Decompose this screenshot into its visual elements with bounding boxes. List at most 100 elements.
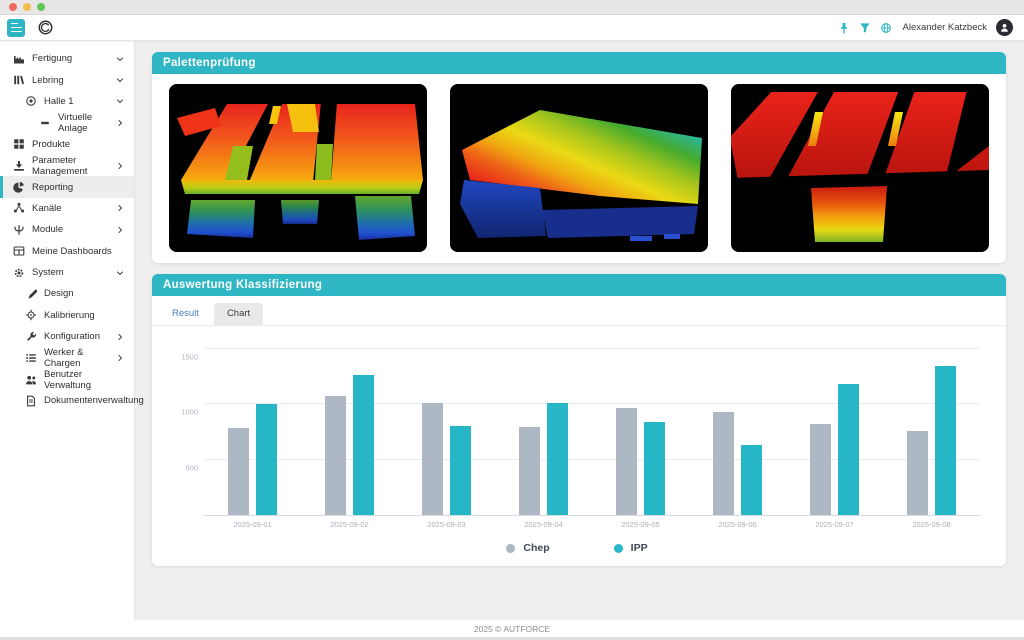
- app-footer: 2025 © AUTFORCE: [0, 620, 1024, 640]
- x-tick-label: 2025-09-08: [912, 520, 951, 529]
- tab-chart[interactable]: Chart: [213, 303, 264, 325]
- bar-group-2025-09-02: [301, 338, 398, 515]
- pin-icon[interactable]: [838, 22, 850, 34]
- appbar-actions: Alexander Katzbeck: [838, 19, 1013, 36]
- sidebar-item-fertigung[interactable]: Fertigung: [0, 48, 134, 69]
- bar-chep-2025-09-01: [228, 427, 249, 515]
- sidebar-item-lebring[interactable]: Lebring: [0, 69, 134, 90]
- chart-legend: Chep IPP: [164, 529, 990, 566]
- y-tick-label: 1000: [181, 407, 198, 417]
- chevron-down-icon: [115, 96, 125, 106]
- dash-icon: [39, 117, 51, 129]
- panel-title: Auswertung Klassifizierung: [152, 274, 1006, 296]
- menu-toggle-button[interactable]: [7, 18, 25, 37]
- bar-group-2025-09-07: [786, 338, 883, 515]
- x-tick-label: 2025-09-04: [524, 520, 563, 529]
- pallet-scan-image-2[interactable]: [450, 84, 708, 252]
- sidebar-item-werker-chargen[interactable]: Werker & Chargen: [0, 347, 134, 369]
- x-tick-label: 2025-09-05: [621, 520, 660, 529]
- legend-item-ipp[interactable]: IPP: [613, 542, 648, 554]
- bar-group-2025-09-01: [204, 338, 301, 515]
- sidebar-item-parameter-management[interactable]: Parameter Management: [0, 155, 134, 177]
- gridline-500: 500: [185, 458, 980, 472]
- sidebar-item-reporting[interactable]: Reporting: [0, 176, 134, 198]
- sidebar-item-dokumentenverwaltung[interactable]: Dokumentenverwaltung: [0, 390, 144, 411]
- sidebar-item-benutzer-verwaltung[interactable]: Benutzer Verwaltung: [0, 368, 134, 391]
- sidebar-item-produkte[interactable]: Produkte: [0, 134, 134, 155]
- bar-ipp-2025-09-06: [741, 445, 762, 515]
- sidebar-item-virtuelle-anlage[interactable]: Virtuelle Anlage: [0, 112, 134, 134]
- sidebar-item-label: Module: [32, 224, 64, 236]
- sidebar-item-system[interactable]: System: [0, 262, 134, 283]
- sidebar-item-module[interactable]: Module: [0, 219, 134, 240]
- bar-chep-2025-09-05: [616, 407, 637, 515]
- users-icon: [25, 374, 37, 386]
- sidebar-item-label: Reporting: [32, 181, 74, 193]
- bar-ipp-2025-09-04: [547, 403, 568, 515]
- app-logo: [38, 20, 53, 35]
- products-icon: [13, 138, 25, 150]
- user-avatar[interactable]: [996, 19, 1013, 36]
- document-icon: [25, 395, 37, 407]
- close-button[interactable]: [9, 3, 17, 11]
- sidebar-item-label: Kalibrierung: [44, 309, 95, 321]
- sidebar-item-label: Dokumentenverwaltung: [44, 395, 144, 407]
- classification-bar-chart: 500 1000 1500 2025-09-01 2025-09-02 2025-09-…: [152, 326, 1006, 566]
- brush-icon: [25, 288, 37, 300]
- chevron-down-icon: [115, 268, 125, 278]
- library-icon: [13, 74, 25, 86]
- sidebar-item-label: Design: [44, 288, 74, 300]
- result-chart-tabs: Result Chart: [152, 296, 1006, 326]
- auswertung-panel: Auswertung Klassifizierung Result Chart …: [152, 274, 1006, 566]
- globe-icon[interactable]: [880, 22, 892, 34]
- bar-chep-2025-09-06: [713, 412, 734, 515]
- sidebar-item-label: Benutzer Verwaltung: [44, 368, 92, 391]
- pallet-scan-image-1[interactable]: [169, 84, 427, 252]
- sidebar-item-label: System: [32, 267, 64, 279]
- crosshair-icon: [25, 309, 37, 321]
- sidebar-item-meine-dashboards[interactable]: Meine Dashboards: [0, 241, 134, 262]
- x-tick-label: 2025-09-06: [718, 520, 757, 529]
- app-header: Alexander Katzbeck: [0, 15, 1024, 41]
- main-content: Palettenprüfung: [135, 41, 1024, 620]
- sidebar-item-halle-1[interactable]: Halle 1: [0, 91, 134, 112]
- chevron-right-icon: [115, 332, 125, 342]
- tab-result[interactable]: Result: [159, 303, 212, 325]
- bar-ipp-2025-09-05: [644, 422, 665, 515]
- bar-ipp-2025-09-07: [838, 384, 859, 515]
- network-icon: [13, 202, 25, 214]
- sidebar-item-label: Meine Dashboards: [32, 245, 112, 257]
- chevron-right-icon: [115, 353, 125, 363]
- zoom-button[interactable]: [37, 3, 45, 11]
- factory-icon: [13, 53, 25, 65]
- x-tick-label: 2025-09-07: [815, 520, 854, 529]
- bar-group-2025-09-08: [883, 338, 980, 515]
- legend-dot: [613, 543, 623, 553]
- y-tick-label: 500: [185, 463, 198, 473]
- bar-ipp-2025-09-08: [935, 365, 956, 515]
- target-icon: [25, 95, 37, 107]
- minimize-button[interactable]: [23, 3, 31, 11]
- x-tick-label: 2025-09-03: [427, 520, 466, 529]
- palettenpruefung-panel: Palettenprüfung: [152, 52, 1006, 263]
- list-icon: [25, 352, 37, 364]
- gridline-1000: 1000: [181, 403, 980, 417]
- bar-ipp-2025-09-02: [353, 375, 374, 515]
- filter-icon[interactable]: [859, 22, 871, 34]
- bar-group-2025-09-03: [398, 338, 495, 515]
- sidebar-item-design[interactable]: Design: [0, 283, 134, 304]
- dashboard-icon: [13, 245, 25, 257]
- x-tick-label: 2025-09-01: [233, 520, 272, 529]
- chevron-right-icon: [115, 203, 125, 213]
- sidebar-item-konfiguration[interactable]: Konfiguration: [0, 326, 134, 347]
- sidebar-item-label: Halle 1: [44, 95, 74, 107]
- sidebar-item-kalibrierung[interactable]: Kalibrierung: [0, 305, 134, 326]
- legend-item-chep[interactable]: Chep: [506, 542, 550, 554]
- bar-group-2025-09-06: [689, 338, 786, 515]
- parameter-icon: [13, 160, 25, 172]
- sidebar-item-kanale[interactable]: Kanäle: [0, 198, 134, 219]
- pie-icon: [13, 181, 25, 193]
- wrench-icon: [25, 331, 37, 343]
- chevron-down-icon: [115, 75, 125, 85]
- pallet-scan-image-3[interactable]: [731, 84, 989, 252]
